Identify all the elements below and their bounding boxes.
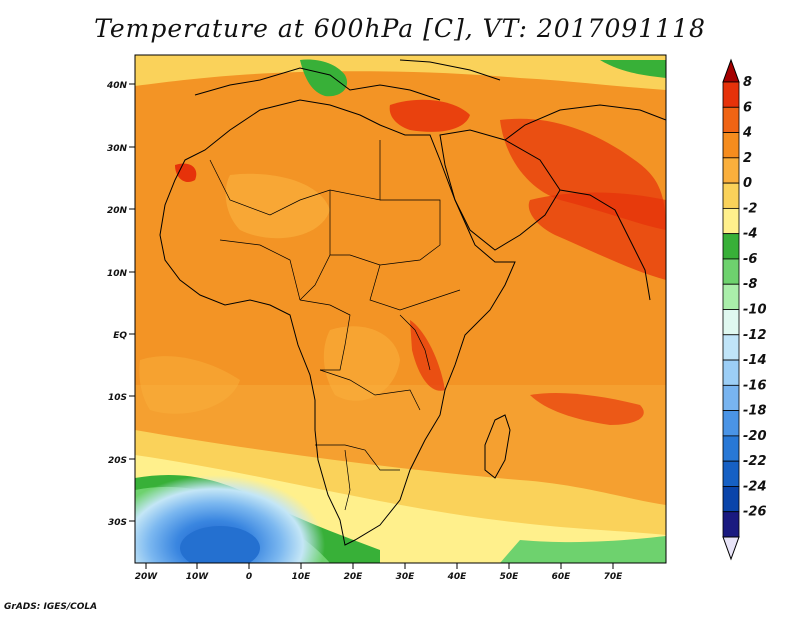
lon-tick-label: 20W bbox=[135, 572, 159, 582]
colorbar-swatch bbox=[722, 258, 740, 285]
map-field bbox=[135, 55, 666, 563]
colorbar-label: -8 bbox=[743, 277, 757, 292]
lon-axis: 20W 10W 0 10E 20E 30E 40E 50E 60E 70E bbox=[135, 563, 623, 582]
colorbar-label: -2 bbox=[743, 201, 757, 216]
colorbar-label: -20 bbox=[743, 429, 767, 444]
colorbar-label: -24 bbox=[743, 479, 767, 494]
colorbar-swatch bbox=[722, 384, 740, 412]
lon-tick-label: 30E bbox=[396, 572, 416, 582]
lat-tick-label: 10N bbox=[107, 269, 128, 279]
colorbar-top-arrow bbox=[722, 58, 740, 83]
colorbar-label: 8 bbox=[743, 75, 752, 90]
colorbar-swatch bbox=[722, 359, 740, 386]
lat-tick-label: 40N bbox=[106, 81, 128, 91]
colorbar: 8 6 4 2 0 -2 -4 -6 -8 -10 -12 -14 -16 -18 -20 -22 -24 -26 bbox=[722, 58, 767, 561]
colorbar-label: 0 bbox=[743, 176, 752, 191]
lat-tick-label: 20N bbox=[107, 206, 128, 216]
colorbar-label: -22 bbox=[743, 454, 767, 469]
lat-tick-label: 30S bbox=[108, 518, 127, 528]
lat-tick-label: 10S bbox=[108, 393, 127, 403]
colorbar-swatch bbox=[722, 460, 740, 487]
lon-tick-label: 20E bbox=[344, 572, 364, 582]
colorbar-swatch bbox=[722, 106, 740, 133]
colorbar-swatch bbox=[722, 334, 740, 361]
colorbar-swatch bbox=[722, 435, 740, 462]
colorbar-label: 2 bbox=[743, 151, 752, 166]
lat-tick-label: EQ bbox=[113, 331, 127, 341]
colorbar-label: -4 bbox=[743, 227, 757, 242]
lon-tick-label: 40E bbox=[447, 572, 468, 582]
colorbar-swatch bbox=[722, 486, 740, 513]
colorbar-bottom-arrow bbox=[722, 536, 740, 561]
country-borders bbox=[209, 140, 461, 511]
lon-tick-label: 50E bbox=[500, 572, 520, 582]
colorbar-label: -16 bbox=[743, 378, 767, 393]
colorbar-label: 6 bbox=[743, 100, 752, 115]
map-title: Temperature at 600hPa [C], VT: 201709111… bbox=[94, 14, 706, 43]
colorbar-swatch bbox=[722, 81, 740, 108]
lat-tick-label: 20S bbox=[108, 456, 127, 466]
lon-tick-label: 10E bbox=[292, 572, 312, 582]
lat-tick-label: 30N bbox=[107, 144, 128, 154]
coastlines bbox=[159, 59, 667, 546]
lat-axis: 40N 30N 20N 10N EQ 10S 20S 30S bbox=[106, 81, 135, 528]
colorbar-label: -14 bbox=[743, 353, 767, 368]
lon-tick-label: 60E bbox=[552, 572, 572, 582]
lon-tick-label: 70E bbox=[604, 572, 624, 582]
lon-tick-label: 10W bbox=[186, 572, 210, 582]
colorbar-swatch bbox=[722, 132, 740, 159]
colorbar-swatch bbox=[722, 157, 740, 184]
map-frame bbox=[134, 54, 667, 564]
colorbar-label: -18 bbox=[743, 404, 767, 419]
colorbar-swatch bbox=[722, 309, 740, 336]
colorbar-label: -6 bbox=[743, 252, 757, 267]
colorbar-swatch bbox=[722, 410, 740, 437]
colorbar-swatch bbox=[722, 233, 740, 260]
colorbar-swatch bbox=[722, 511, 740, 538]
lon-tick-label: 0 bbox=[246, 572, 252, 582]
colorbar-label: -26 bbox=[743, 505, 767, 520]
colorbar-label: -12 bbox=[743, 328, 767, 343]
colorbar-swatch bbox=[722, 283, 740, 310]
colorbar-swatch bbox=[722, 207, 740, 235]
colorbar-label: -10 bbox=[743, 303, 767, 318]
colorbar-swatch bbox=[722, 182, 740, 209]
colorbar-label: 4 bbox=[742, 126, 752, 141]
footer-credit: GrADS: IGES/COLA bbox=[4, 602, 98, 612]
